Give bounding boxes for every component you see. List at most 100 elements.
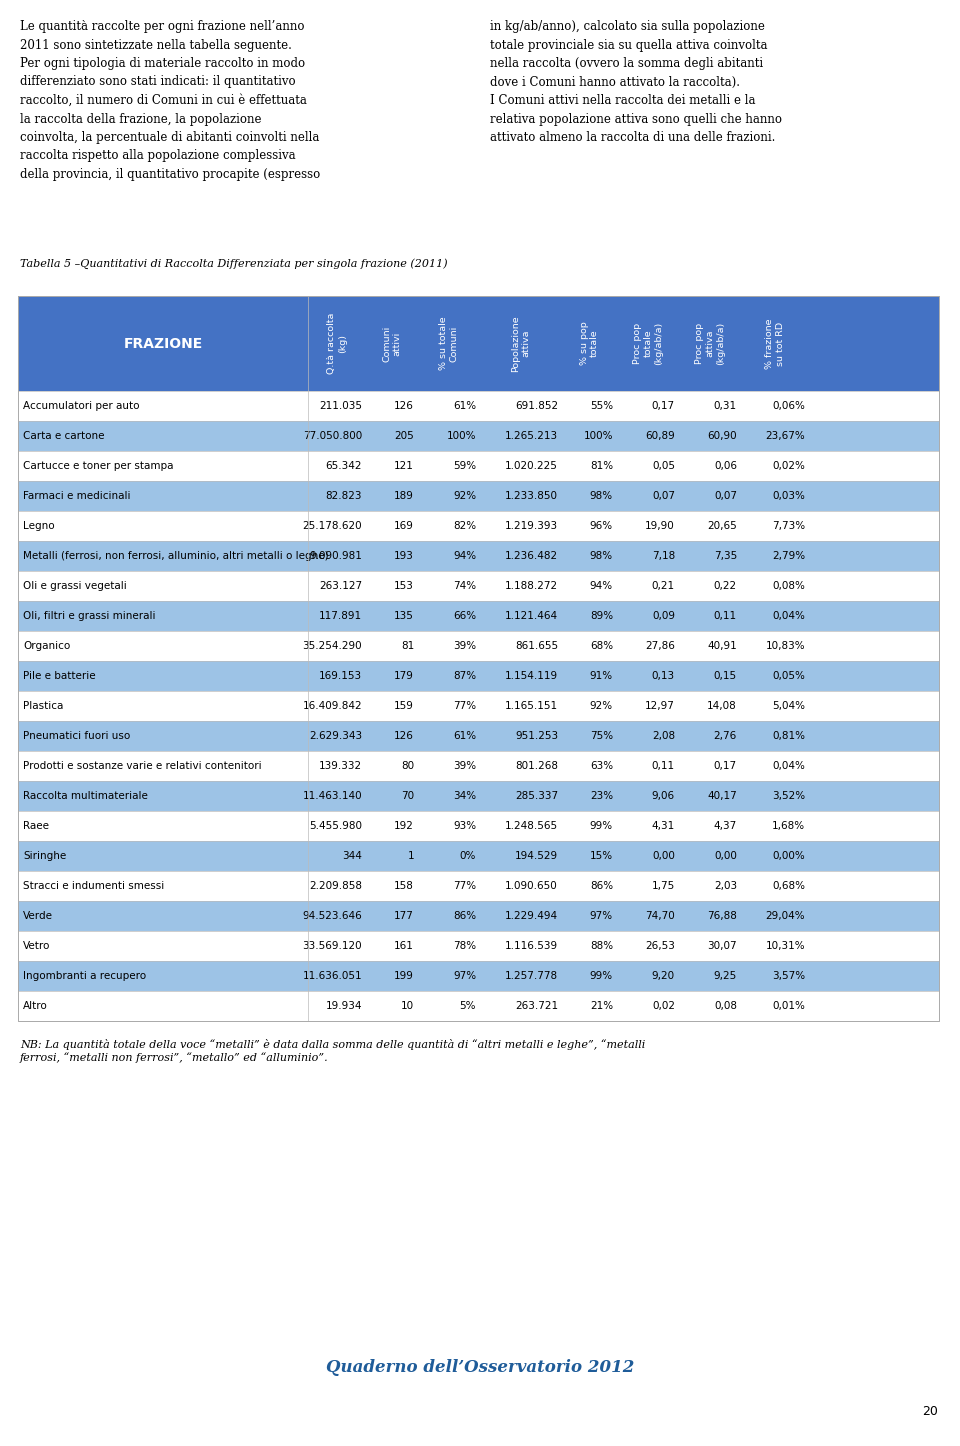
Text: 23%: 23% [589, 791, 613, 801]
Text: 9.090.981: 9.090.981 [309, 551, 362, 561]
Text: 20,65: 20,65 [708, 521, 737, 531]
Text: 1.020.225: 1.020.225 [505, 461, 558, 471]
Text: 55%: 55% [589, 401, 613, 411]
Bar [18, 421, 939, 451]
Text: 861.655: 861.655 [515, 641, 558, 651]
Bar [18, 901, 939, 931]
Text: 0,00%: 0,00% [772, 852, 805, 860]
Text: 1.229.494: 1.229.494 [505, 911, 558, 921]
Bar [18, 630, 939, 661]
Text: 179: 179 [395, 671, 414, 681]
Text: 66%: 66% [453, 612, 476, 620]
Text: Farmaci e medicinali: Farmaci e medicinali [23, 492, 131, 500]
Text: 211.035: 211.035 [319, 401, 362, 411]
Text: 7,18: 7,18 [652, 551, 675, 561]
Text: in kg/ab/anno), calcolato sia sulla popolazione
totale provinciale sia su quella: in kg/ab/anno), calcolato sia sulla popo… [490, 20, 782, 145]
Text: 0,08%: 0,08% [772, 581, 805, 591]
Text: 11.463.140: 11.463.140 [302, 791, 362, 801]
Text: 2,76: 2,76 [713, 732, 737, 740]
Text: 97%: 97% [589, 911, 613, 921]
Text: 94.523.646: 94.523.646 [302, 911, 362, 921]
Text: Pneumatici fuori uso: Pneumatici fuori uso [23, 732, 131, 740]
Bar [18, 482, 939, 510]
Text: 0,05%: 0,05% [772, 671, 805, 681]
Text: 81%: 81% [589, 461, 613, 471]
Text: 82%: 82% [453, 521, 476, 531]
Text: Tabella 5 –Quantitativi di Raccolta Differenziata per singola frazione (2011): Tabella 5 –Quantitativi di Raccolta Diff… [20, 257, 447, 269]
Bar [18, 451, 939, 482]
Text: Proc pop
attiva
(kg/ab/a): Proc pop attiva (kg/ab/a) [695, 322, 725, 366]
Text: 9,06: 9,06 [652, 791, 675, 801]
Bar [18, 691, 939, 722]
Text: % su pop
totale: % su pop totale [580, 321, 599, 366]
Text: 169: 169 [395, 521, 414, 531]
Text: 35.254.290: 35.254.290 [302, 641, 362, 651]
Text: 1,68%: 1,68% [772, 821, 805, 831]
Text: 19.934: 19.934 [325, 1001, 362, 1011]
Text: 153: 153 [395, 581, 414, 591]
Bar [18, 390, 939, 421]
Bar [18, 962, 939, 991]
Text: 33.569.120: 33.569.120 [302, 941, 362, 951]
Text: 2,03: 2,03 [714, 881, 737, 891]
Text: 82.823: 82.823 [325, 492, 362, 500]
Text: 68%: 68% [589, 641, 613, 651]
Text: Le quantità raccolte per ogni frazione nell’anno
2011 sono sintetizzate nella ta: Le quantità raccolte per ogni frazione n… [20, 20, 321, 181]
Text: 9,20: 9,20 [652, 972, 675, 980]
Text: % su totale
Comuni: % su totale Comuni [440, 317, 459, 370]
Text: NB: La quantità totale della voce “metalli” è data dalla somma delle quantità di: NB: La quantità totale della voce “metal… [20, 1040, 645, 1063]
Text: Legno: Legno [23, 521, 55, 531]
Text: 10: 10 [401, 1001, 414, 1011]
Text: 5,04%: 5,04% [772, 701, 805, 711]
Text: 12,97: 12,97 [645, 701, 675, 711]
Text: 97%: 97% [453, 972, 476, 980]
Bar [18, 571, 939, 602]
Text: 34%: 34% [453, 791, 476, 801]
Text: Raee: Raee [23, 821, 49, 831]
Bar [18, 781, 939, 811]
Text: 92%: 92% [589, 701, 613, 711]
Text: 199: 199 [395, 972, 414, 980]
Bar [18, 750, 939, 781]
Text: Pile e batterie: Pile e batterie [23, 671, 96, 681]
Text: 23,67%: 23,67% [765, 431, 805, 441]
Text: 30,07: 30,07 [708, 941, 737, 951]
Text: 1.248.565: 1.248.565 [505, 821, 558, 831]
Text: 86%: 86% [453, 911, 476, 921]
Text: 60,89: 60,89 [645, 431, 675, 441]
Text: 1.233.850: 1.233.850 [505, 492, 558, 500]
Text: 59%: 59% [453, 461, 476, 471]
Text: 1.265.213: 1.265.213 [505, 431, 558, 441]
Text: 76,88: 76,88 [708, 911, 737, 921]
Text: Accumulatori per auto: Accumulatori per auto [23, 401, 139, 411]
Text: 93%: 93% [453, 821, 476, 831]
Text: 15%: 15% [589, 852, 613, 860]
Text: Siringhe: Siringhe [23, 852, 66, 860]
Text: 2.629.343: 2.629.343 [309, 732, 362, 740]
Text: 0,04%: 0,04% [772, 612, 805, 620]
Text: 98%: 98% [589, 492, 613, 500]
Text: 7,73%: 7,73% [772, 521, 805, 531]
Bar [18, 722, 939, 750]
Text: 74,70: 74,70 [645, 911, 675, 921]
Text: 126: 126 [395, 401, 414, 411]
Text: 77.050.800: 77.050.800 [302, 431, 362, 441]
Text: Q.tà raccolta
(kg): Q.tà raccolta (kg) [327, 312, 347, 375]
Text: Oli e grassi vegetali: Oli e grassi vegetali [23, 581, 127, 591]
Text: 0,07: 0,07 [652, 492, 675, 500]
Text: 25.178.620: 25.178.620 [302, 521, 362, 531]
Text: 94%: 94% [453, 551, 476, 561]
Text: Raccolta multimateriale: Raccolta multimateriale [23, 791, 148, 801]
Text: 81: 81 [400, 641, 414, 651]
Text: Ingombranti a recupero: Ingombranti a recupero [23, 972, 146, 980]
Text: 2,79%: 2,79% [772, 551, 805, 561]
Text: 77%: 77% [453, 701, 476, 711]
Text: 75%: 75% [589, 732, 613, 740]
Text: 10,31%: 10,31% [765, 941, 805, 951]
Bar [18, 991, 939, 1021]
Text: 100%: 100% [446, 431, 476, 441]
Text: 205: 205 [395, 431, 414, 441]
Text: 0,21: 0,21 [652, 581, 675, 591]
Text: 161: 161 [395, 941, 414, 951]
Text: 1,75: 1,75 [652, 881, 675, 891]
